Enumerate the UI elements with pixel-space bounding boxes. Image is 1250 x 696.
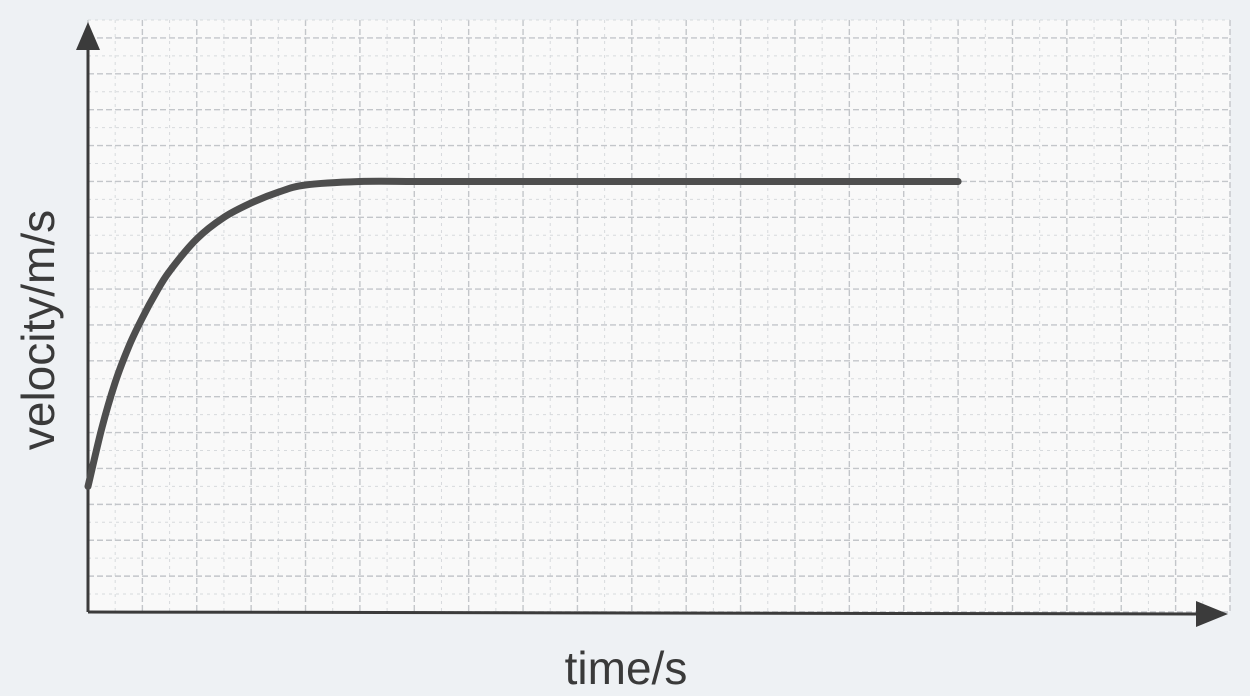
y-axis-title: velocity/m/s: [12, 210, 64, 450]
x-axis-arrow-icon: [1196, 601, 1228, 627]
x-axis-line: [87, 610, 1199, 616]
y-axis-arrow-icon: [76, 22, 100, 50]
velocity-line: [84, 177, 962, 490]
x-axis-title: time/s: [565, 642, 688, 694]
series-group: [84, 177, 962, 490]
